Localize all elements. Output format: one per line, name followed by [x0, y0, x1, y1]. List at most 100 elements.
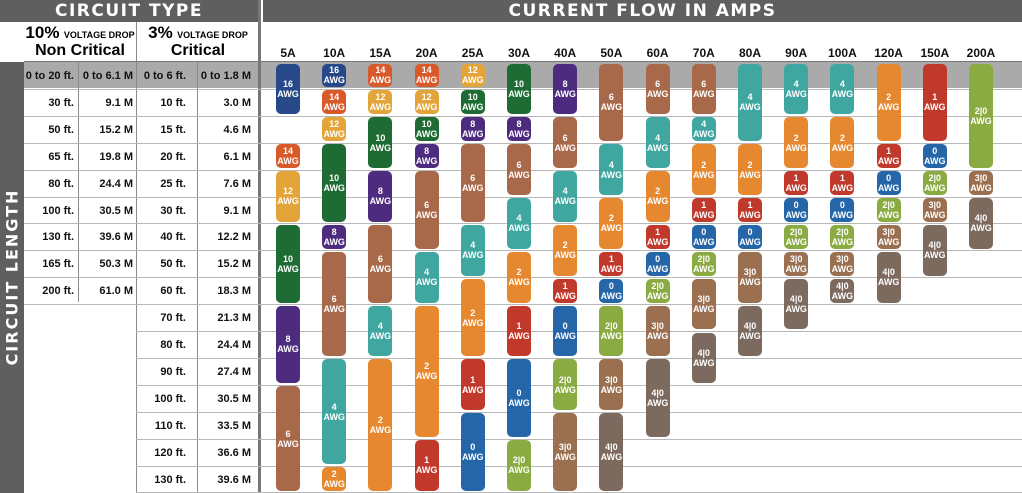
critical-m: 6.1 M — [223, 150, 251, 163]
wire-pill: 4 AWG — [507, 198, 531, 249]
wire-gauge: 2|0 — [605, 320, 618, 331]
wire-unit: AWG — [831, 290, 854, 301]
wire-pill: 1 AWG — [599, 251, 624, 276]
wire-gauge: 4 — [655, 132, 661, 143]
wire-unit: AWG — [462, 317, 484, 328]
wire-pill: 1 AWG — [553, 278, 578, 303]
wire-unit: AWG — [831, 263, 854, 274]
wire-unit: AWG — [831, 88, 854, 99]
wire-unit: AWG — [462, 102, 484, 113]
row-line — [136, 331, 1022, 332]
amp-label-20a: 20A — [415, 46, 438, 60]
wire-pill: 0 AWG — [645, 251, 670, 276]
circuit-type-title: CIRCUIT TYPE — [55, 1, 203, 21]
wire-pill: 0 AWG — [738, 224, 762, 249]
wire-gauge: 6 — [516, 159, 522, 170]
wire-gauge: 4 — [424, 267, 430, 278]
wire-gauge: 1 — [793, 173, 799, 184]
wire-unit: AWG — [415, 209, 438, 220]
wire-gauge: 1 — [932, 92, 938, 103]
wire-unit: AWG — [277, 263, 299, 274]
wire-unit: AWG — [323, 75, 345, 86]
wire-pill: 3|0 AWG — [969, 171, 993, 195]
wire-pill: 2|0 AWG — [922, 171, 947, 195]
wire-gauge: 6 — [562, 132, 568, 143]
wire-pill: 2|0 AWG — [645, 278, 670, 303]
wire-unit: AWG — [554, 384, 576, 395]
wire-unit: AWG — [693, 169, 715, 180]
wire-gauge: 3|0 — [558, 442, 572, 453]
wire-gauge: 12 — [329, 119, 340, 130]
wire-unit: AWG — [646, 236, 669, 247]
wire-gauge: 2|0 — [882, 199, 895, 210]
wire-pill: 2 AWG — [784, 117, 809, 169]
wire-pill: 1 AWG — [830, 171, 855, 195]
wire-unit: AWG — [970, 183, 992, 194]
wire-pill: 4 AWG — [414, 251, 439, 303]
wire-pill: 8 AWG — [368, 171, 393, 222]
wire-gauge: 1 — [655, 226, 661, 237]
noncritical-m: 15.2 M — [99, 123, 133, 136]
row-line — [136, 412, 1022, 413]
wire-gauge: 2|0 — [697, 253, 711, 264]
noncritical-ft: 200 ft. — [42, 285, 74, 298]
wire-gauge: 3|0 — [697, 294, 711, 305]
wire-gauge: 8 — [377, 186, 383, 197]
wire-unit: AWG — [970, 115, 992, 126]
wire-gauge: 0 — [608, 280, 614, 291]
wire-unit: AWG — [277, 156, 299, 167]
critical-ft: 25 ft. — [160, 177, 186, 190]
wire-gauge: 4|0 — [882, 267, 895, 278]
wire-gauge: 6 — [377, 253, 383, 264]
wire-pill: 8 AWG — [276, 305, 300, 384]
wire-unit: AWG — [554, 250, 576, 261]
wire-gauge: 3|0 — [605, 374, 618, 385]
wire-unit: AWG — [369, 102, 392, 113]
noncritical-m: 24.4 M — [99, 177, 133, 190]
circuit-type-header: CIRCUIT TYPE — [0, 0, 258, 22]
current-flow-header: CURRENT FLOW IN AMPS — [263, 0, 1022, 22]
row-line — [24, 304, 1022, 305]
wire-pill: 4 AWG — [784, 63, 809, 115]
wire-unit: AWG — [693, 236, 715, 247]
wire-gauge: 1 — [886, 146, 892, 157]
wire-pill: 3|0 AWG — [599, 359, 624, 411]
wire-gauge: 0 — [655, 253, 661, 264]
wire-unit: AWG — [739, 330, 761, 341]
wire-unit: AWG — [924, 156, 946, 167]
wire-pill: 2|0 AWG — [691, 251, 716, 276]
wire-pill: 3|0 AWG — [922, 198, 947, 222]
wire-gauge: 12 — [375, 92, 386, 103]
wire-gauge: 2 — [377, 415, 383, 426]
wire-unit: AWG — [693, 263, 715, 274]
wire-unit: AWG — [600, 263, 623, 274]
wire-pill: 4 AWG — [599, 144, 624, 195]
wire-gauge: 4 — [747, 92, 753, 103]
wire-pill: 0 AWG — [553, 305, 578, 357]
wire-gauge: 2 — [701, 159, 707, 170]
critical-label: Critical — [170, 42, 226, 59]
wire-unit: AWG — [462, 452, 484, 463]
wire-gauge: 6 — [655, 78, 661, 89]
amp-label-120a: 120A — [874, 46, 903, 60]
wire-pill: 0 AWG — [876, 171, 901, 195]
wire-gauge: 4 — [562, 186, 568, 197]
wire-unit: AWG — [600, 330, 623, 341]
wire-pill: 2 AWG — [738, 144, 762, 195]
critical-m: 3.0 M — [223, 96, 251, 109]
wire-gauge: 2 — [516, 267, 522, 278]
wire-pill: 14 AWG — [368, 63, 393, 88]
critical-m: 15.2 M — [217, 258, 251, 271]
wire-gauge: 0 — [886, 173, 892, 184]
wire-unit: AWG — [508, 129, 530, 140]
wire-pill: 10 AWG — [276, 224, 300, 303]
critical-m: 12.2 M — [217, 231, 251, 244]
wire-gauge: 8 — [424, 146, 430, 157]
critical-ft: 130 ft. — [154, 473, 186, 486]
wire-unit: AWG — [739, 236, 761, 247]
wire-gauge: 10 — [375, 132, 386, 143]
row-line — [24, 143, 1022, 144]
wire-unit: AWG — [600, 102, 623, 113]
wire-gauge: 0 — [701, 226, 707, 237]
wire-gauge: 4 — [377, 320, 383, 331]
